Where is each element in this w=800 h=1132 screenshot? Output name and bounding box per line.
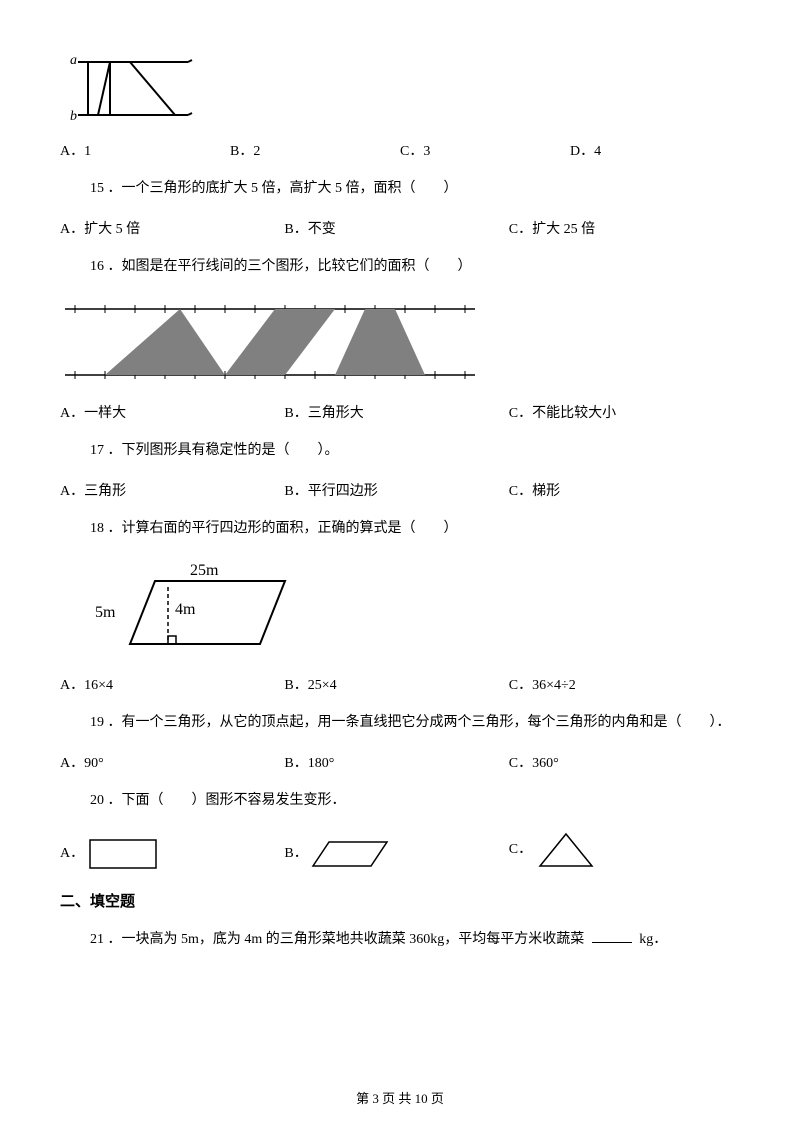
label-4m: 4m: [175, 601, 196, 618]
q18-opt-c: C．36×4÷2: [509, 674, 733, 694]
q21-text: 21 ．一块高为 5m，底为 4m 的三角形菜地共收蔬菜 360kg，平均每平方…: [90, 929, 740, 951]
section-2-title: 二、填空题: [60, 890, 740, 911]
q17-opt-b: B．平行四边形: [284, 480, 508, 500]
q18-text: 18 ．计算右面的平行四边形的面积，正确的算式是（ ）: [90, 518, 740, 540]
label-25m: 25m: [190, 562, 219, 579]
parallel-shapes-svg: [60, 297, 480, 387]
q15-text: 15 ．一个三角形的底扩大 5 倍，高扩大 5 倍，面积（ ）: [90, 178, 740, 200]
q16-opt-c: C．不能比较大小: [509, 402, 733, 422]
q14-opt-a: A．1: [60, 140, 230, 160]
q20-options: A． B． C．: [60, 830, 740, 870]
q18-figure: 25m 5m 4m: [90, 559, 740, 659]
q20-a-label: A．: [60, 847, 84, 862]
q18-options: A．16×4 B．25×4 C．36×4÷2: [60, 674, 740, 694]
parallelogram-svg: 25m 5m 4m: [90, 559, 300, 659]
q20-opt-c: C．: [509, 830, 733, 870]
q17-opt-a: A．三角形: [60, 480, 284, 500]
q14-opt-c: C．3: [400, 140, 570, 160]
q15-options: A．扩大 5 倍 B．不变 C．扩大 25 倍: [60, 218, 740, 238]
q17-text: 17 ．下列图形具有稳定性的是（ ）。: [90, 440, 740, 462]
q21-pre: 21 ．一块高为 5m，底为 4m 的三角形菜地共收蔬菜 360kg，平均每平方…: [90, 932, 584, 947]
trapezoid-lines-svg: a b: [60, 50, 195, 125]
q19-opt-a: A．90°: [60, 752, 284, 772]
q20-c-label: C．: [509, 843, 532, 858]
q19-options: A．90° B．180° C．360°: [60, 752, 740, 772]
q14-figure: a b: [60, 50, 740, 125]
q20-text: 20 ．下面（ ）图形不容易发生变形．: [90, 790, 740, 812]
q18-opt-b: B．25×4: [284, 674, 508, 694]
label-b: b: [70, 109, 77, 124]
q21-blank: [592, 942, 632, 943]
q16-opt-b: B．三角形大: [284, 402, 508, 422]
q16-options: A．一样大 B．三角形大 C．不能比较大小: [60, 402, 740, 422]
q17-options: A．三角形 B．平行四边形 C．梯形: [60, 480, 740, 500]
q20-opt-b: B．: [284, 838, 508, 870]
label-a: a: [70, 53, 77, 68]
q15-opt-a: A．扩大 5 倍: [60, 218, 284, 238]
triangle-icon: [536, 830, 596, 870]
q14-opt-d: D．4: [570, 140, 740, 160]
q17-opt-c: C．梯形: [509, 480, 733, 500]
q19-text: 19 ．有一个三角形，从它的顶点起，用一条直线把它分成两个三角形，每个三角形的内…: [90, 712, 740, 734]
q20-b-label: B．: [284, 847, 307, 862]
q14-options: A．1 B．2 C．3 D．4: [60, 140, 740, 160]
label-5m: 5m: [95, 604, 116, 621]
q19-opt-b: B．180°: [284, 752, 508, 772]
q20-opt-a: A．: [60, 838, 284, 870]
q16-opt-a: A．一样大: [60, 402, 284, 422]
q16-figure: [60, 297, 740, 387]
rectangle-icon: [88, 838, 158, 870]
q19-opt-c: C．360°: [509, 752, 733, 772]
page-footer: 第 3 页 共 10 页: [0, 1088, 800, 1107]
q15-opt-b: B．不变: [284, 218, 508, 238]
q21-post: kg．: [639, 932, 667, 947]
q18-opt-a: A．16×4: [60, 674, 284, 694]
q16-text: 16 ．如图是在平行线间的三个图形，比较它们的面积（ ）: [90, 256, 740, 278]
parallelogram-icon: [311, 838, 391, 870]
q14-opt-b: B．2: [230, 140, 400, 160]
q15-opt-c: C．扩大 25 倍: [509, 218, 733, 238]
